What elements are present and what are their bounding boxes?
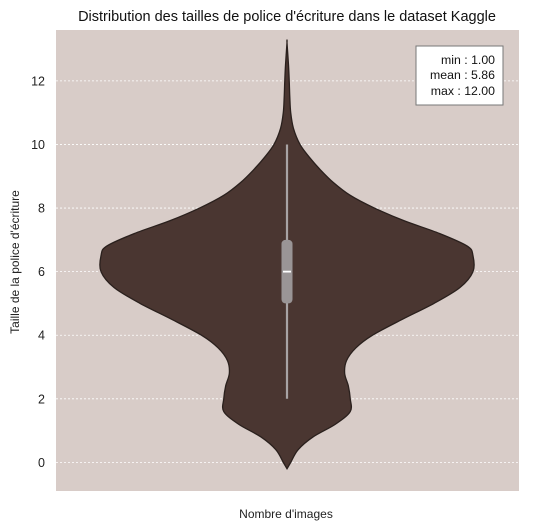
- y-tick-label: 8: [38, 202, 45, 216]
- y-tick-label: 2: [38, 392, 45, 406]
- stats-box: min : 1.00 mean : 5.86 max : 12.00: [415, 45, 504, 106]
- y-tick-label: 6: [38, 265, 45, 279]
- box-group: [281, 144, 293, 399]
- chart-title: Distribution des tailles de police d'écr…: [78, 9, 496, 25]
- y-tick-label: 10: [31, 138, 45, 152]
- y-axis-label: Taille de la police d'écriture: [8, 190, 22, 334]
- y-tick-label: 12: [31, 74, 45, 88]
- stats-mean: mean : 5.86: [430, 68, 495, 82]
- y-tick-label: 0: [38, 456, 45, 470]
- y-tick-label: 4: [38, 329, 45, 343]
- stats-min: min : 1.00: [441, 53, 495, 67]
- stats-box-frame: [415, 45, 504, 106]
- stats-max: max : 12.00: [431, 84, 495, 98]
- x-axis-label: Nombre d'images: [239, 507, 333, 521]
- y-tick-labels: 0 2 4 6 8 10 12: [31, 74, 45, 470]
